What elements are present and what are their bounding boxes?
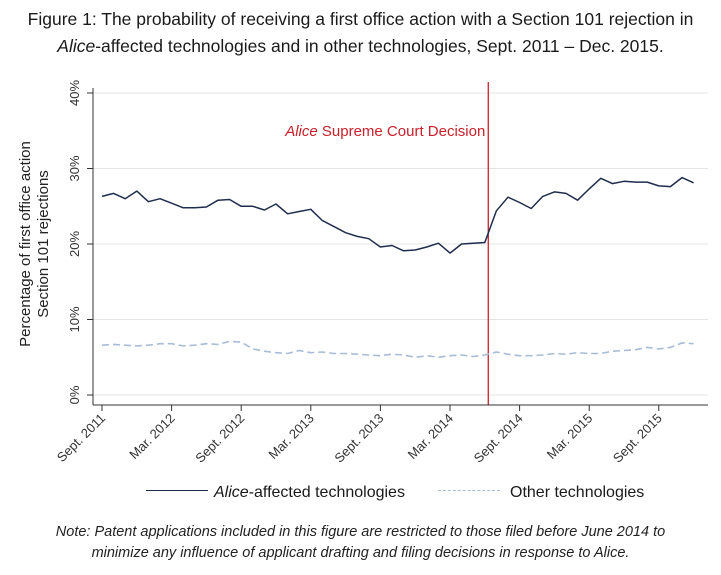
legend-item-alice: Alice-affected technologies xyxy=(214,484,405,502)
x-tick-label-36: Sept. 2014 xyxy=(471,411,526,466)
other-technologies-line xyxy=(101,340,694,359)
x-tick-label-48: Sept. 2015 xyxy=(610,411,665,466)
x-tick-label-0: Sept. 2011 xyxy=(54,411,108,465)
x-tick-label-18: Mar. 2013 xyxy=(265,411,316,462)
title-line-2-rest: -affected technologies and in other tech… xyxy=(95,36,664,56)
note-line-1: Note: Patent applications included in th… xyxy=(55,524,666,540)
alice-affected-line xyxy=(101,176,694,254)
decision-label: Alice Supreme Court Decision xyxy=(284,123,485,140)
x-tick-label-30: Mar. 2014 xyxy=(405,411,456,462)
x-tick-label-42: Mar. 2015 xyxy=(544,411,595,462)
x-tick-label-24: Sept. 2013 xyxy=(331,411,386,466)
x-axis-ticks: Sept. 2011 Mar. 2012 Sept. 2012 Mar. 2013 Se… xyxy=(54,405,665,466)
y-axis-label-line-1: Percentage of first office action xyxy=(17,141,34,347)
y-tick-label-40: 40% xyxy=(67,80,82,106)
series-group xyxy=(101,176,694,359)
gridlines xyxy=(93,92,708,396)
x-tick-label-6: Mar. 2012 xyxy=(126,411,177,462)
figure-title: Figure 1: The probability of receiving a… xyxy=(0,6,721,60)
y-tick-label-0: 0% xyxy=(67,385,82,404)
decision-label-rest: Supreme Court Decision xyxy=(318,123,486,140)
legend-solid-line xyxy=(146,490,208,491)
y-tick-label-20: 20% xyxy=(67,231,82,257)
legend-alice-word: Alice xyxy=(214,484,249,501)
decision-annotation: Alice Supreme Court Decision xyxy=(284,82,489,405)
title-alice-word: Alice xyxy=(57,36,96,56)
x-tick-label-12: Sept. 2012 xyxy=(192,411,247,466)
legend: Alice-affected technologies Other techno… xyxy=(0,480,721,510)
legend-item-other: Other technologies xyxy=(510,484,645,501)
title-line-1: Figure 1: The probability of receiving a… xyxy=(27,9,694,29)
line-chart: Alice Supreme Court Decision 0% 10% 20% 30%… xyxy=(17,80,708,466)
note-line-2: minimize any influence of applicant draf… xyxy=(91,545,630,561)
y-tick-label-10: 10% xyxy=(67,306,82,332)
axes xyxy=(92,88,708,406)
legend-alice-rest: -affected technologies xyxy=(248,484,405,501)
y-tick-label-30: 30% xyxy=(67,155,82,181)
figure-note: Note: Patent applications included in th… xyxy=(0,522,721,564)
legend-dashed-line xyxy=(438,490,500,491)
y-axis-ticks: 0% 10% 20% 30% 40% xyxy=(67,80,93,404)
y-axis-label-line-2: Section 101 rejections xyxy=(35,170,52,318)
decision-label-alice: Alice xyxy=(284,123,318,140)
title-line-2: Alice-affected technologies and in other… xyxy=(0,33,721,60)
